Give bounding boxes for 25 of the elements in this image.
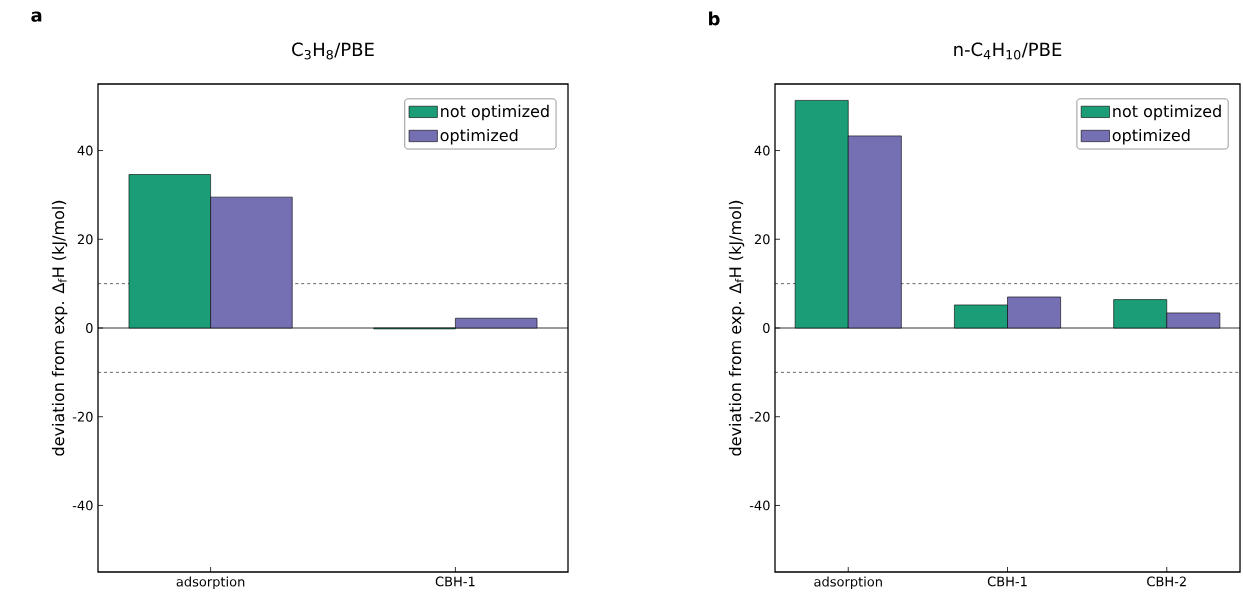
chart-title: n-C$_{4}$H$_{10}$/PBE (954, 42, 1062, 60)
y-tick-label: -40 (72, 500, 93, 511)
x-tick-label: CBH-1 (987, 576, 1027, 587)
legend-label: not optimized (1113, 104, 1221, 121)
y-tick-label: 40 (754, 145, 770, 156)
chart-title: C$_{3}$H$_{8}$/PBE (292, 42, 374, 60)
x-tick-label: adsorption (814, 576, 882, 590)
y-tick-label: 0 (86, 323, 93, 333)
y-tick-label: -20 (72, 411, 93, 422)
y-tick-label: 20 (754, 234, 770, 245)
legend-label: not optimized (441, 104, 549, 121)
text: a (31, 11, 42, 22)
y-tick-label: -40 (749, 500, 770, 511)
y-tick-label: -20 (749, 411, 770, 422)
x-tick-label: CBH-2 (1147, 576, 1186, 587)
legend-label: optimized (440, 128, 518, 145)
x-tick-label: adsorption (176, 576, 245, 590)
y-tick-label: 40 (77, 145, 93, 156)
y-axis-title: deviation from exp. Δ$_{f}$H (kJ/mol) (728, 200, 745, 456)
y-tick-label: 20 (77, 234, 93, 245)
text: b (709, 11, 720, 26)
x-tick-label: CBH-1 (435, 576, 475, 587)
y-axis-title: deviation from exp. Δ$_{f}$H (kJ/mol) (51, 200, 68, 456)
y-tick-label: 0 (763, 323, 770, 333)
legend-label: optimized (1112, 128, 1190, 145)
